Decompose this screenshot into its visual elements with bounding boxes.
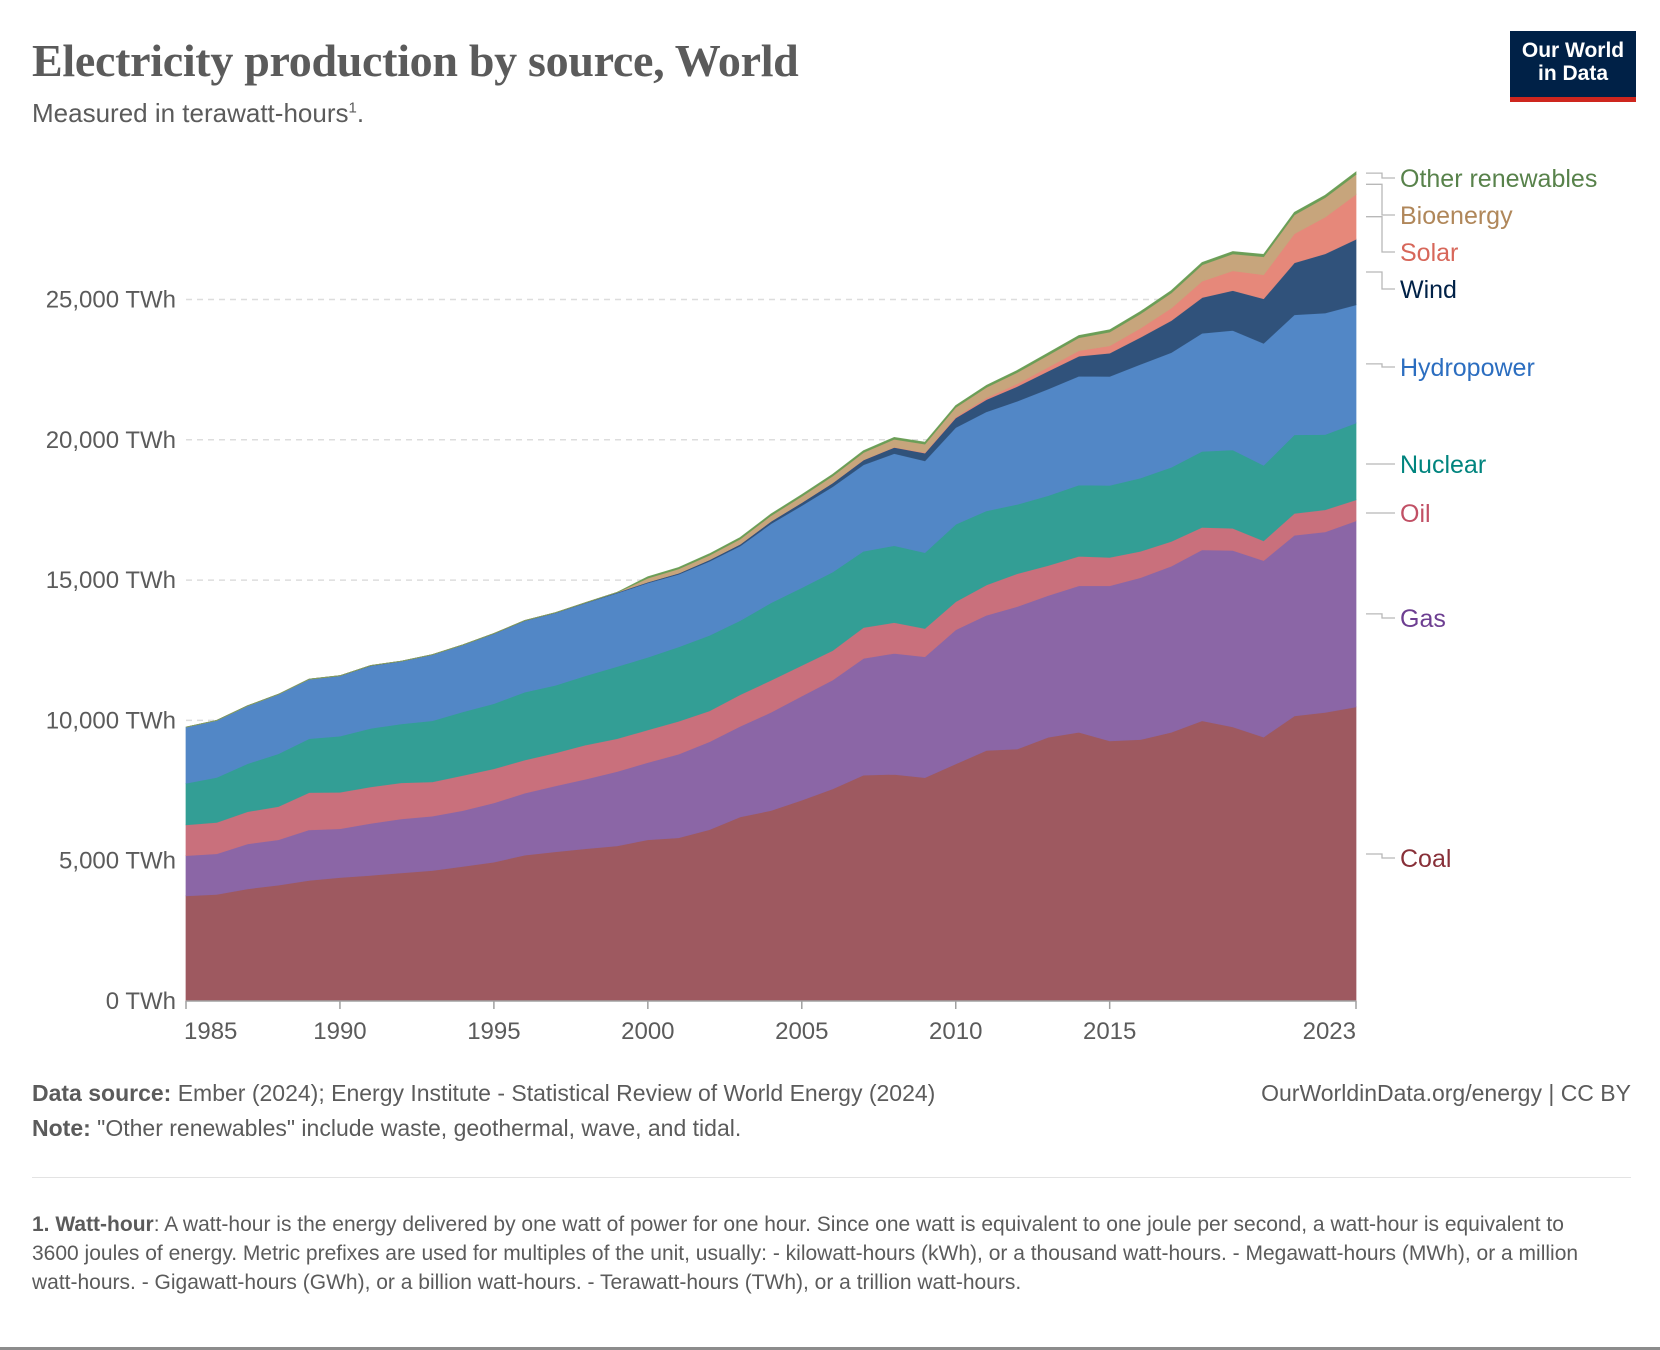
y-axis: 0 TWh 5,000 TWh 10,000 TWh 15,000 TWh 20,000… <box>46 287 176 1016</box>
legend-label-nuclear[interactable]: Nuclear <box>1400 451 1486 479</box>
area-series <box>185 171 1357 1002</box>
x-tick-label: 2000 <box>621 1018 674 1045</box>
x-tick-label: 1990 <box>313 1018 366 1045</box>
x-tick-label: 1995 <box>467 1018 520 1045</box>
legend-label-hydropower[interactable]: Hydropower <box>1400 354 1535 382</box>
legend-label-bioenergy[interactable]: Bioenergy <box>1400 202 1513 230</box>
subtitle-text: Measured in terawatt-hours <box>32 98 349 128</box>
x-tick-label: 2015 <box>1083 1018 1136 1045</box>
logo-line-2: in Data <box>1537 62 1608 85</box>
legend-label-coal[interactable]: Coal <box>1400 845 1451 873</box>
area-other-renewables[interactable] <box>185 171 1357 728</box>
y-tick-label: 20,000 TWh <box>46 427 176 454</box>
x-axis: 1985 1990 1995 2000 2005 2010 2015 2023 <box>184 1000 1357 1045</box>
x-tick-label: 1985 <box>184 1018 237 1045</box>
data-source-label: Data source: <box>32 1080 172 1106</box>
legend-leader-line <box>1366 172 1395 179</box>
legend-label-wind[interactable]: Wind <box>1400 276 1457 304</box>
legend-leader-line <box>1366 613 1395 619</box>
x-tick-label: 2023 <box>1303 1018 1356 1045</box>
footer-divider <box>32 1177 1631 1178</box>
legend-leader-line <box>1366 216 1395 253</box>
legend-label-gas[interactable]: Gas <box>1400 605 1446 633</box>
logo-line-1: Our World <box>1521 39 1625 62</box>
credit-link[interactable]: OurWorldinData.org/energy | CC BY <box>1261 1080 1631 1106</box>
chart-subtitle: Measured in terawatt-hours1. <box>32 98 364 129</box>
legend-leader-line <box>1366 271 1395 290</box>
legend: Coal Gas Oil Nuclear Hydropower Wind Solar Bioe… <box>1366 165 1597 873</box>
data-source-text: Ember (2024); Energy Institute - Statist… <box>171 1080 936 1106</box>
note-text: "Other renewables" include waste, geothe… <box>90 1115 742 1141</box>
chart-title: Electricity production by source, World <box>32 35 799 86</box>
note-label: Note: <box>32 1115 91 1141</box>
y-tick-label: 25,000 TWh <box>46 287 176 314</box>
legend-label-other-renewables[interactable]: Other renewables <box>1400 165 1597 193</box>
data-source: Data source: Ember (2024); Energy Instit… <box>32 1080 935 1107</box>
footnote-reference-link[interactable]: 1 <box>348 99 357 117</box>
subtitle-end: . <box>356 98 365 128</box>
legend-label-solar[interactable]: Solar <box>1400 239 1458 267</box>
legend-leader-line <box>1366 853 1395 859</box>
legend-label-oil[interactable]: Oil <box>1400 500 1431 528</box>
footnote-watt-hour: 1. Watt-hour: A watt-hour is the energy … <box>32 1210 1612 1297</box>
owid-logo[interactable]: Our World in Data <box>1510 31 1636 102</box>
x-tick-label: 2005 <box>775 1018 828 1045</box>
x-tick-label: 2010 <box>929 1018 982 1045</box>
chart-note: Note: "Other renewables" include waste, … <box>32 1115 741 1142</box>
legend-leader-line <box>1366 183 1395 216</box>
footnote-label: 1. Watt-hour <box>32 1213 154 1236</box>
logo-accent-bar <box>1510 97 1636 102</box>
y-tick-label: 5,000 TWh <box>59 848 176 875</box>
y-tick-label: 0 TWh <box>106 988 176 1015</box>
footnote-text: : A watt-hour is the energy delivered by… <box>32 1213 1579 1294</box>
stacked-area-chart: 1985 1990 1995 2000 2005 2010 2015 2023 0 TWh 5,… <box>46 165 1598 1045</box>
y-tick-label: 10,000 TWh <box>46 707 176 734</box>
bottom-border <box>0 1347 1660 1350</box>
legend-leader-line <box>1366 363 1395 368</box>
y-tick-label: 15,000 TWh <box>46 567 176 594</box>
